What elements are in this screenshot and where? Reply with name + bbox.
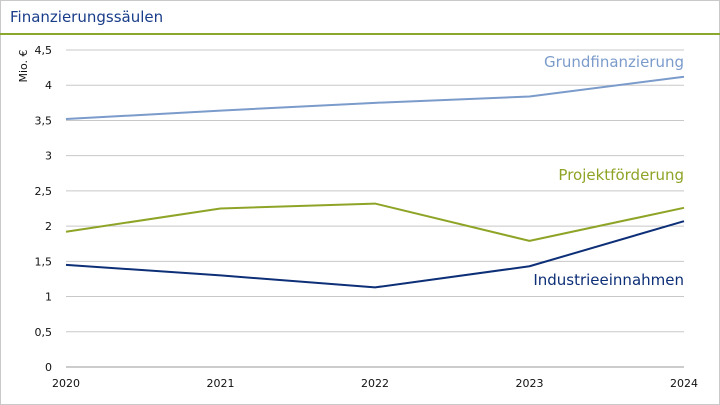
y-axis-title: Mio. € — [17, 49, 30, 82]
y-tick-label: 3,5 — [35, 114, 53, 127]
y-tick-label: 1 — [45, 291, 52, 304]
series-line-projektförderung — [65, 202, 685, 242]
chart-title: Finanzierungssäulen — [10, 8, 164, 26]
y-tick-label: 4,5 — [35, 44, 53, 57]
y-tick-label: 4 — [45, 79, 52, 92]
x-tick-label: 2022 — [361, 377, 389, 390]
title-divider — [0, 33, 720, 35]
series-label-projektförderung: Projektförderung — [558, 166, 684, 184]
y-tick-label: 0,5 — [35, 326, 53, 339]
series-label-industrieeinnahmen: Industrieeinnahmen — [533, 271, 684, 289]
x-tick-label: 2021 — [207, 377, 235, 390]
y-tick-label: 3 — [45, 150, 52, 163]
x-tick-label: 2023 — [516, 377, 544, 390]
y-tick-label: 2 — [45, 220, 52, 233]
y-tick-label: 2,5 — [35, 185, 53, 198]
series-line-industrieeinnahmen — [65, 220, 685, 289]
y-tick-label: 0 — [45, 361, 52, 374]
series-line-grundfinanzierung — [65, 75, 685, 121]
y-tick-label: 1,5 — [35, 255, 53, 268]
x-tick-label: 2024 — [670, 377, 698, 390]
x-tick-label: 2020 — [52, 377, 80, 390]
series-label-grundfinanzierung: Grundfinanzierung — [544, 53, 684, 71]
